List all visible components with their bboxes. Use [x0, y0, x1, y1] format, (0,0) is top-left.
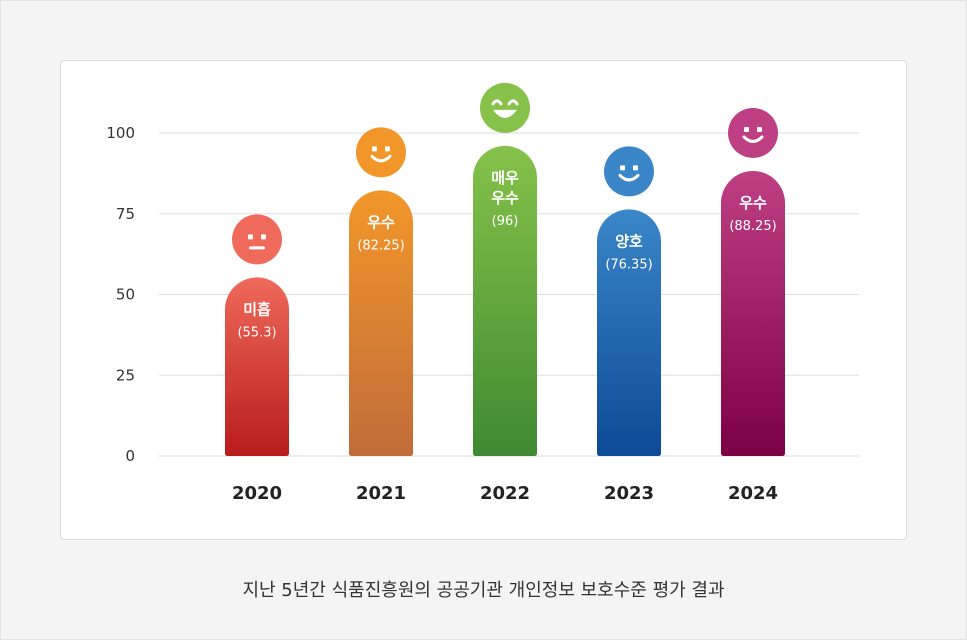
value-label: (55.3)	[237, 325, 276, 340]
y-tick-label: 0	[125, 447, 135, 465]
value-label: (82.25)	[357, 238, 404, 253]
value-label: (76.35)	[605, 257, 652, 272]
grade-label: 매우	[491, 169, 519, 187]
y-tick-label: 25	[116, 366, 135, 384]
smile-face-icon	[728, 107, 778, 158]
neutral-face-icon	[232, 214, 282, 265]
grin-face-icon	[480, 82, 530, 133]
bar-2023	[597, 209, 661, 456]
y-tick-label: 75	[116, 205, 135, 223]
value-label: (88.25)	[729, 219, 776, 234]
y-tick-label: 50	[116, 286, 135, 304]
grade-label: 우수	[491, 189, 519, 207]
x-tick-label: 2021	[356, 483, 406, 504]
x-tick-label: 2024	[728, 483, 778, 504]
grade-label: 양호	[615, 232, 643, 250]
bar-2021	[349, 190, 413, 456]
x-tick-label: 2023	[604, 483, 654, 504]
bar-2022	[473, 145, 537, 457]
value-label: (96)	[492, 214, 519, 229]
chart-caption: 지난 5년간 식품진흥원의 공공기관 개인정보 보호수준 평가 결과	[242, 580, 725, 601]
grade-label: 우수	[739, 194, 767, 212]
x-tick-label: 2020	[232, 483, 282, 504]
x-tick-label: 2022	[480, 483, 530, 504]
grade-label: 우수	[367, 213, 395, 231]
smile-face-icon	[356, 127, 406, 178]
grade-label: 미흡	[243, 300, 271, 318]
bar-2020	[225, 277, 289, 456]
y-tick-label: 100	[106, 124, 135, 142]
bar-2024	[721, 170, 785, 456]
smile-face-icon	[604, 146, 654, 197]
